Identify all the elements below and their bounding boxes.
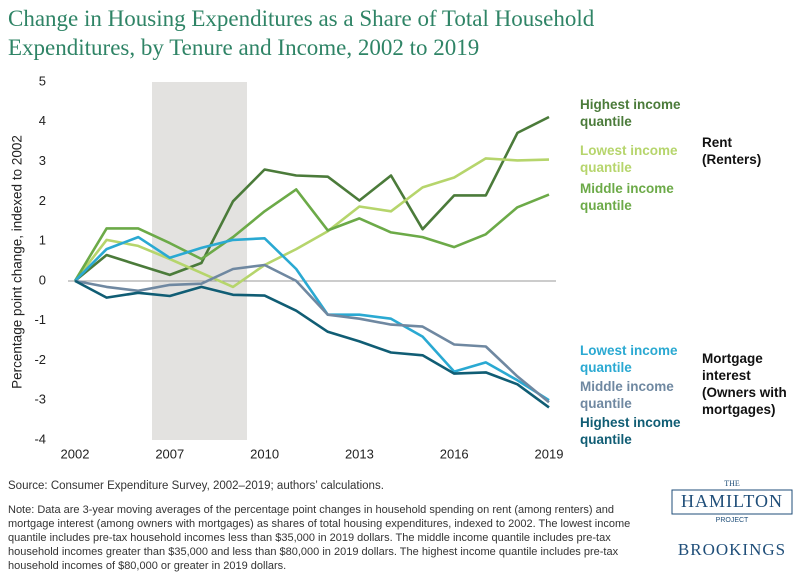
y-axis-label: Percentage point change, indexed to 2002 [10,135,25,389]
line [73,157,550,289]
x-tick-label: 2010 [250,446,279,461]
logo-name: HAMILTON [681,491,783,511]
x-tick-label: 2019 [535,446,564,461]
chart-title: Change in Housing Expenditures as a Shar… [8,6,595,60]
line [74,115,550,282]
legend-label: Lowest income quantile [580,143,678,175]
group-label: Rent (Renters) [702,135,762,167]
logo-the: THE [724,479,740,488]
shaded-period [152,82,247,440]
line [74,235,550,402]
group-label: Mortgage interest (Owners with mortgages… [702,351,787,417]
line [73,188,550,282]
line [74,279,550,409]
line [74,263,550,404]
legend-label: Middle income quantile [580,181,674,213]
y-tick-label: -1 [34,312,46,327]
y-tick-label: 0 [39,272,46,287]
y-tick-label: -3 [34,392,46,407]
y-tick-label: 4 [39,113,46,128]
note: Note: Data are 3-year moving averages of… [8,504,631,572]
y-tick-label: 3 [39,153,46,168]
x-tick-label: 2013 [345,446,374,461]
legend-label: Lowest income quantile [580,343,678,375]
logo-project: PROJECT [716,517,749,524]
y-tick-label: 2 [39,193,46,208]
legend-label: Highest income quantile [580,97,681,129]
y-tick-label: 5 [39,73,46,88]
y-tick-label: 1 [39,233,46,248]
source: Source: Consumer Expenditure Survey, 200… [8,480,384,492]
y-tick-label: -4 [34,431,46,446]
y-tick-label: -2 [34,352,46,367]
logo-org: BROOKINGS [678,540,786,559]
logo: THE HAMILTON PROJECT BROOKINGS [671,479,793,559]
legend-label: Highest income quantile [580,415,681,447]
x-tick-label: 2016 [440,446,469,461]
x-tick-label: 2007 [155,446,184,461]
logo-box [671,489,793,515]
x-tick-label: 2002 [61,446,90,461]
legend-label: Middle income quantile [580,379,674,411]
